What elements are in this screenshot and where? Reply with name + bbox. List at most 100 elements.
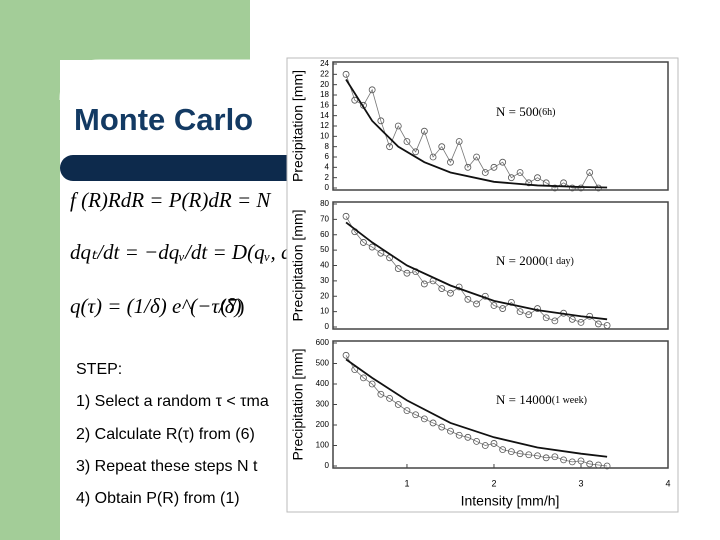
y-tick-label: 40 (320, 261, 329, 270)
y-tick-label: 600 (316, 338, 330, 347)
observed-point (403, 407, 411, 415)
observed-point (516, 450, 524, 458)
y-tick-label: 0 (325, 183, 330, 192)
observed-point (377, 390, 385, 398)
y-tick-label: 10 (320, 131, 329, 140)
observed-point (351, 96, 359, 104)
observed-point (603, 462, 611, 470)
y-tick-label: 4 (325, 162, 330, 171)
observed-point (507, 448, 515, 456)
y-tick-label: 18 (320, 90, 329, 99)
annotation-n: N = 2000 (496, 253, 545, 268)
y-axis-label: Precipitation [mm] (290, 348, 306, 460)
y-tick-label: 24 (320, 59, 329, 68)
observed-point (542, 454, 550, 462)
slide-title: Monte Carlo (74, 102, 253, 137)
observed-point (403, 138, 411, 145)
y-tick-label: 2 (325, 173, 330, 182)
observed-point (342, 70, 350, 78)
x-tick-label: 3 (578, 478, 583, 488)
annotation: N = 500(6h) (496, 104, 555, 119)
observed-point (438, 423, 446, 431)
annotation: N = 14000(1 week) (496, 392, 587, 407)
observed-point (368, 86, 376, 94)
observed-point (534, 452, 541, 460)
annotation: N = 2000(1 day) (496, 253, 574, 268)
y-tick-label: 22 (320, 69, 329, 78)
equation: f (R)RdR = P(R)dR = N (70, 188, 271, 212)
observed-point (525, 179, 533, 187)
observed-point (412, 411, 420, 419)
observed-point (516, 308, 524, 316)
observed-point (429, 419, 437, 427)
observed-point (394, 401, 402, 408)
y-tick-label: 12 (320, 121, 329, 130)
x-tick-label: 2 (491, 478, 496, 488)
y-tick-label: 0 (325, 461, 330, 470)
observed-point (586, 460, 594, 468)
observed-point (568, 315, 576, 323)
observed-point (386, 143, 393, 151)
observed-point (412, 148, 420, 156)
observed-point (586, 169, 594, 176)
observed-point (507, 174, 515, 182)
x-tick-label: 4 (665, 478, 670, 488)
step: 4) Obtain P(R) from (1) (76, 490, 240, 507)
y-tick-label: 400 (316, 379, 330, 388)
side-strip (0, 0, 60, 540)
y-tick-label: 50 (320, 245, 329, 254)
observed-point (499, 305, 507, 312)
observed-point (525, 451, 533, 459)
observed-point (464, 295, 472, 303)
observed-point (594, 461, 602, 469)
observed-point (420, 127, 428, 135)
observed-point (473, 300, 480, 308)
y-tick-label: 300 (316, 400, 330, 409)
observed-point (490, 163, 498, 171)
observed-point (438, 285, 446, 292)
y-tick-label: 60 (320, 230, 329, 239)
annotation-n: N = 500 (496, 104, 539, 119)
corner (59, 59, 250, 101)
y-tick-label: 20 (320, 291, 329, 300)
observed-point (447, 289, 454, 297)
y-tick-label: 70 (320, 214, 329, 223)
y-tick-label: 100 (316, 441, 330, 450)
y-tick-label: 20 (320, 80, 329, 89)
annotation-n: N = 14000 (496, 392, 552, 407)
fit-curve (345, 79, 608, 189)
observed-point (594, 320, 602, 328)
equation: dqₜ/dt = −dqᵥ/dt = D(qᵥ, qₜ, T (70, 240, 321, 264)
y-tick-label: 10 (320, 307, 329, 316)
observed-point (603, 322, 611, 329)
y-axis-label: Precipitation [mm] (290, 209, 306, 321)
equation-number: (7) (220, 294, 245, 318)
observed-point (481, 169, 489, 176)
observed-line (345, 355, 608, 467)
observed-point (394, 265, 402, 272)
observed-point (551, 453, 559, 461)
observed-line (345, 74, 599, 189)
y-tick-label: 200 (316, 420, 330, 429)
step: 2) Calculate R(τ) from (6) (76, 426, 255, 443)
observed-point (525, 311, 533, 319)
annotation-note: (6h) (539, 107, 556, 118)
observed-point (490, 302, 498, 309)
annotation-note: (1 week) (552, 395, 587, 406)
figure (286, 57, 679, 513)
observed-point (516, 169, 524, 176)
annotation-note: (1 day) (545, 256, 574, 267)
observed-point (464, 163, 472, 171)
observed-point (455, 431, 463, 439)
y-tick-label: 16 (320, 100, 329, 109)
observed-point (551, 317, 559, 325)
fit-curve (345, 358, 608, 458)
step: 3) Repeat these steps N t (76, 458, 258, 475)
observed-point (464, 433, 472, 441)
observed-point (577, 457, 585, 465)
y-tick-label: 80 (320, 199, 329, 208)
y-axis-label: Precipitation [mm] (290, 70, 306, 182)
observed-point (420, 280, 428, 288)
observed-point (447, 427, 454, 435)
